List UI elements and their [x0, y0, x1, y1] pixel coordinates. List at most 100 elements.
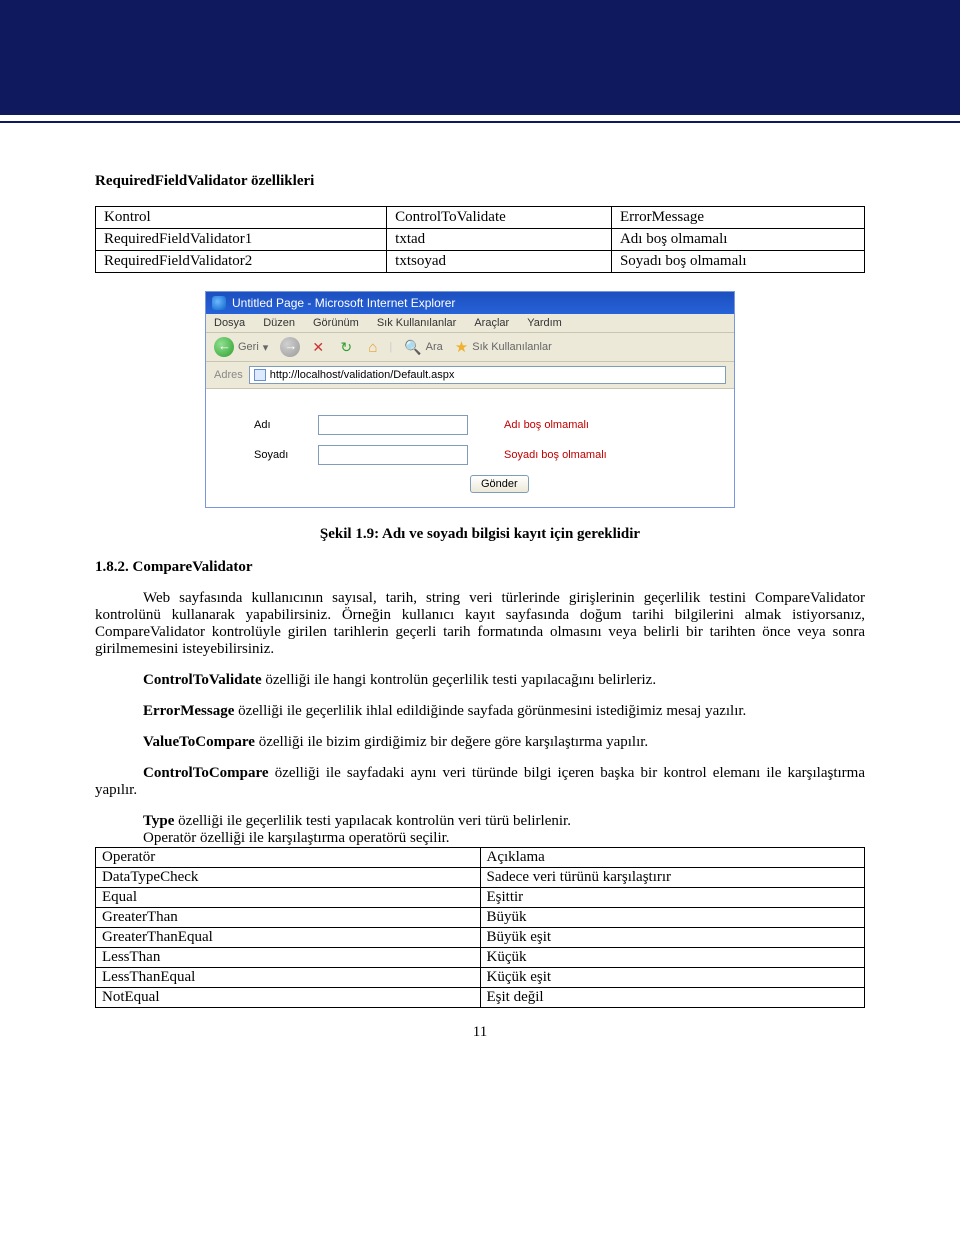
stop-icon[interactable]: ✕: [312, 339, 328, 355]
bold-valuetocompare: ValueToCompare: [143, 734, 255, 750]
input-soyadi[interactable]: [318, 445, 468, 465]
search-icon: 🔍: [404, 339, 421, 356]
bold-type: Type: [143, 813, 174, 829]
cell: Açıklama: [480, 848, 865, 868]
submit-button[interactable]: Gönder: [470, 475, 529, 493]
th-kontrol: Kontrol: [96, 207, 387, 229]
error-soyadi: Soyadı boş olmamalı: [504, 449, 607, 461]
paragraph-operator-intro: Operatör özelliği ile karşılaştırma oper…: [95, 830, 865, 847]
ie-window-title: Untitled Page - Microsoft Internet Explo…: [232, 296, 455, 310]
cell: Küçük eşit: [480, 968, 865, 988]
cell: Büyük eşit: [480, 928, 865, 948]
cell: txtad: [387, 229, 612, 251]
table-row: OperatörAçıklama: [96, 848, 865, 868]
cell: Sadece veri türünü karşılaştırır: [480, 868, 865, 888]
refresh-icon[interactable]: ↻: [340, 339, 356, 355]
ie-toolbar: Geri ▾ ✕ ↻ ⌂ | 🔍 Ara ★ Sık Kullanılanlar: [206, 333, 734, 362]
table-row: GreaterThanEqualBüyük eşit: [96, 928, 865, 948]
ie-page-content: Adı Adı boş olmamalı Soyadı Soyadı boş o…: [206, 389, 734, 507]
forward-icon[interactable]: [280, 337, 300, 357]
th-errormessage: ErrorMessage: [611, 207, 864, 229]
back-label: Geri: [238, 341, 259, 353]
ie-title-bar: Untitled Page - Microsoft Internet Explo…: [206, 292, 734, 314]
th-controltovalidate: ControlToValidate: [387, 207, 612, 229]
figure-caption: Şekil 1.9: Adı ve soyadı bilgisi kayıt i…: [95, 526, 865, 543]
bold-controltovalidate: ControlToValidate: [143, 672, 262, 688]
menu-yardim[interactable]: Yardım: [527, 317, 562, 329]
form-row-name: Adı Adı boş olmamalı: [254, 415, 710, 435]
form-row-surname: Soyadı Soyadı boş olmamalı: [254, 445, 710, 465]
table-row: RequiredFieldValidator1 txtad Adı boş ol…: [96, 229, 865, 251]
page-content: RequiredFieldValidator özellikleri Kontr…: [0, 123, 960, 1061]
heading-validator-properties: RequiredFieldValidator özellikleri: [95, 173, 865, 190]
paragraph-4: ValueToCompare özelliği ile bizim girdiğ…: [95, 734, 865, 751]
menu-sik[interactable]: Sık Kullanılanlar: [377, 317, 457, 329]
star-icon: ★: [455, 338, 468, 356]
table-row: LessThanKüçük: [96, 948, 865, 968]
cell: Eşit değil: [480, 988, 865, 1008]
cell: Equal: [96, 888, 481, 908]
text: özelliği ile bizim girdiğimiz bir değere…: [255, 734, 648, 750]
bold-errormessage: ErrorMessage: [143, 703, 234, 719]
text: özelliği ile geçerlilik testi yapılacak …: [174, 813, 571, 829]
ie-menu-bar: Dosya Düzen Görünüm Sık Kullanılanlar Ar…: [206, 314, 734, 333]
favorites-button[interactable]: ★ Sık Kullanılanlar: [455, 338, 552, 356]
table-header-row: Kontrol ControlToValidate ErrorMessage: [96, 207, 865, 229]
menu-dosya[interactable]: Dosya: [214, 317, 245, 329]
bold-controltocompare: ControlToCompare: [143, 765, 269, 781]
search-label: Ara: [426, 341, 443, 353]
section-heading: 1.8.2. CompareValidator: [95, 559, 865, 576]
ie-screenshot: Untitled Page - Microsoft Internet Explo…: [205, 291, 735, 508]
text: özelliği ile hangi kontrolün geçerlilik …: [262, 672, 656, 688]
text: özelliği ile geçerlilik ihlal edildiğind…: [234, 703, 746, 719]
address-label: Adres: [214, 369, 243, 381]
menu-gorunum[interactable]: Görünüm: [313, 317, 359, 329]
cell: RequiredFieldValidator1: [96, 229, 387, 251]
back-icon: [214, 337, 234, 357]
page-header-bar: [0, 0, 960, 115]
back-button[interactable]: Geri ▾: [214, 337, 268, 357]
home-icon[interactable]: ⌂: [368, 339, 377, 356]
table-row: GreaterThanBüyük: [96, 908, 865, 928]
address-input[interactable]: http://localhost/validation/Default.aspx: [249, 366, 726, 384]
cell: NotEqual: [96, 988, 481, 1008]
page-icon: [254, 369, 266, 381]
table-row: NotEqualEşit değil: [96, 988, 865, 1008]
label-soyadi: Soyadı: [254, 449, 318, 461]
table-row: DataTypeCheckSadece veri türünü karşılaş…: [96, 868, 865, 888]
address-url: http://localhost/validation/Default.aspx: [270, 369, 455, 381]
cell: txtsoyad: [387, 251, 612, 273]
paragraph-3: ErrorMessage özelliği ile geçerlilik ihl…: [95, 703, 865, 720]
ie-address-bar: Adres http://localhost/validation/Defaul…: [206, 362, 734, 389]
cell: Adı boş olmamalı: [611, 229, 864, 251]
cell: Operatör: [96, 848, 481, 868]
cell: GreaterThan: [96, 908, 481, 928]
cell: GreaterThanEqual: [96, 928, 481, 948]
paragraph-6: Type özelliği ile geçerlilik testi yapıl…: [95, 813, 865, 830]
ie-logo-icon: [212, 296, 226, 310]
paragraph-5: ControlToCompare özelliği ile sayfadaki …: [95, 765, 865, 799]
menu-duzen[interactable]: Düzen: [263, 317, 295, 329]
operator-table: OperatörAçıklama DataTypeCheckSadece ver…: [95, 847, 865, 1008]
input-adi[interactable]: [318, 415, 468, 435]
table-row: EqualEşittir: [96, 888, 865, 908]
validator-properties-table: Kontrol ControlToValidate ErrorMessage R…: [95, 206, 865, 273]
table-row: LessThanEqualKüçük eşit: [96, 968, 865, 988]
search-button[interactable]: 🔍 Ara: [404, 339, 443, 356]
cell: DataTypeCheck: [96, 868, 481, 888]
cell: Soyadı boş olmamalı: [611, 251, 864, 273]
paragraph-1: Web sayfasında kullanıcının sayısal, tar…: [95, 590, 865, 658]
cell: LessThanEqual: [96, 968, 481, 988]
table-row: RequiredFieldValidator2 txtsoyad Soyadı …: [96, 251, 865, 273]
favorites-label: Sık Kullanılanlar: [472, 341, 552, 353]
cell: LessThan: [96, 948, 481, 968]
label-adi: Adı: [254, 419, 318, 431]
page-number: 11: [95, 1024, 865, 1041]
menu-araclar[interactable]: Araçlar: [474, 317, 509, 329]
submit-row: Gönder: [470, 475, 710, 493]
cell: Büyük: [480, 908, 865, 928]
cell: RequiredFieldValidator2: [96, 251, 387, 273]
error-adi: Adı boş olmamalı: [504, 419, 589, 431]
cell: Eşittir: [480, 888, 865, 908]
cell: Küçük: [480, 948, 865, 968]
